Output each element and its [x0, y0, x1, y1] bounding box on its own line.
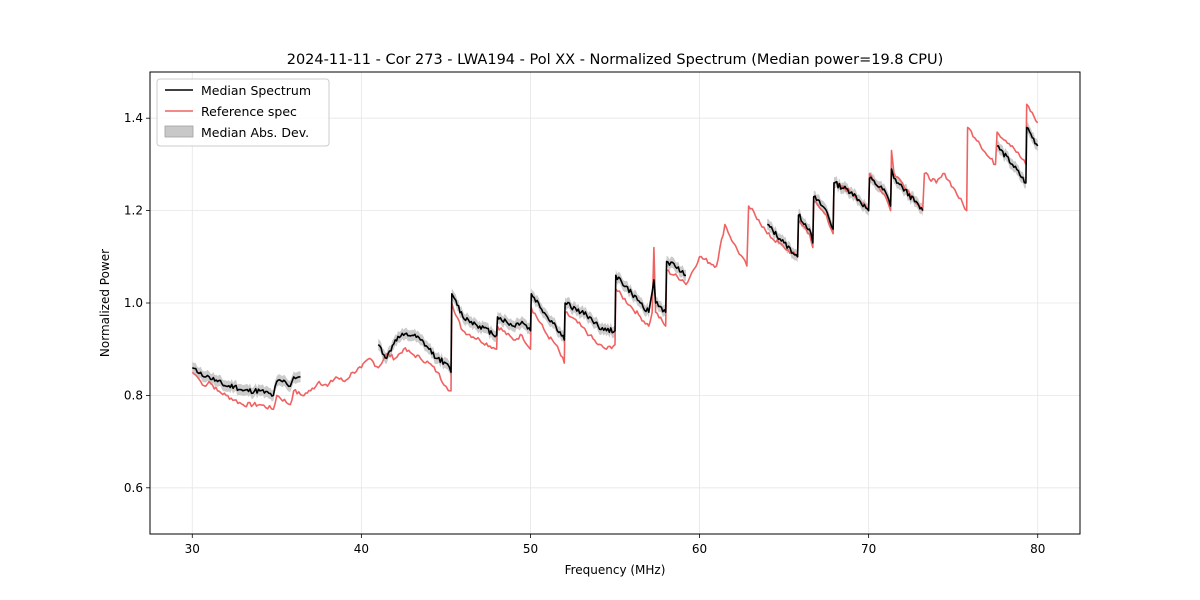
legend: Median Spectrum Reference spec Median Ab…	[156, 78, 330, 147]
y-tick-label: 1.0	[124, 296, 143, 310]
x-axis-ticks: 30 40 50 60 70 80	[185, 534, 1045, 556]
y-tick-label: 0.8	[124, 388, 143, 402]
x-axis-label: Frequency (MHz)	[565, 563, 666, 577]
x-tick-label: 30	[185, 542, 200, 556]
y-tick-label: 1.4	[124, 111, 143, 125]
chart-title: 2024-11-11 - Cor 273 - LWA194 - Pol XX -…	[287, 52, 944, 68]
reference-series	[191, 103, 1039, 411]
y-tick-label: 1.2	[124, 204, 143, 218]
y-axis-label: Normalized Power	[98, 249, 112, 357]
median-line-segment	[377, 260, 687, 374]
legend-label-band: Median Abs. Dev.	[201, 125, 309, 140]
legend-label-median: Median Spectrum	[201, 83, 311, 98]
x-tick-label: 60	[692, 542, 707, 556]
legend-box	[156, 78, 330, 147]
x-tick-label: 50	[523, 542, 538, 556]
reference-line	[191, 103, 1039, 411]
y-axis-ticks: 0.6 0.8 1.0 1.2 1.4	[124, 111, 150, 495]
median-line-segment	[996, 126, 1039, 184]
median-series	[191, 126, 1039, 397]
y-tick-label: 0.6	[124, 481, 143, 495]
mad-band-segment	[767, 163, 923, 263]
x-tick-label: 70	[861, 542, 876, 556]
x-tick-label: 80	[1030, 542, 1045, 556]
legend-swatch-band	[164, 125, 194, 138]
median-line-segment	[191, 366, 301, 397]
legend-label-reference: Reference spec	[201, 104, 297, 119]
median-line-segment	[767, 168, 924, 258]
x-tick-label: 40	[354, 542, 369, 556]
